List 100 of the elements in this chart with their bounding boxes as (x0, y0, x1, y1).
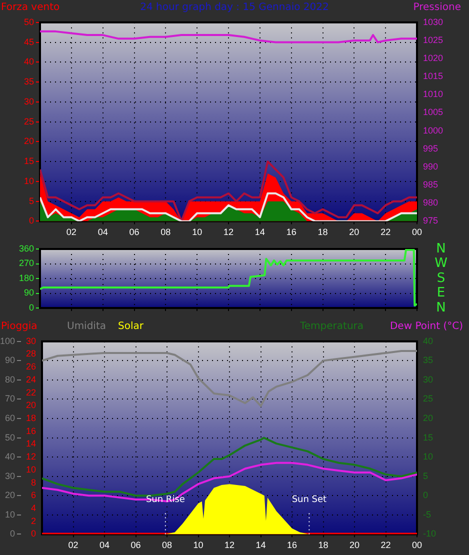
x-tick-label: 06 (130, 540, 141, 550)
x-tick-label: 08 (160, 227, 171, 238)
y-tick-label: 25 (24, 116, 34, 126)
y2-tick-label: 1005 (423, 107, 444, 118)
x-tick-label: 12 (224, 540, 235, 550)
y-tick-label: 0 (28, 216, 34, 226)
x-tick-label: 22 (380, 540, 391, 550)
y-tick-label: 45 (24, 36, 34, 47)
y2-tick-label: 980 (423, 198, 438, 208)
y2-tick-label: 975 (423, 216, 438, 226)
text: Umidita (67, 320, 106, 334)
text: N (436, 300, 446, 316)
x-tick-label: 06 (129, 227, 140, 238)
y2-tick-label: 1025 (423, 34, 444, 45)
x-tick-label: 00 (412, 227, 422, 238)
x-tick-label: 02 (68, 540, 78, 550)
y3-tick-label: 22 (26, 387, 36, 398)
y-tick-label: 90 (24, 288, 34, 298)
y2-tick-label: 1010 (423, 89, 444, 100)
y-tick-label: 35 (24, 76, 34, 87)
y-tick-label: 270 (18, 258, 34, 268)
y2-tick-label: 30 (423, 374, 434, 384)
y-tick-label: 100 (0, 336, 15, 346)
y3-tick-label: 28 (26, 348, 36, 359)
y2-tick-label: 20 (423, 413, 434, 424)
y-tick-label: 20 (24, 136, 34, 146)
x-tick-label: 10 (192, 227, 202, 238)
y-tick-label: 50 (24, 16, 34, 27)
y2-tick-label: 5 (423, 470, 428, 481)
y2-tick-label: 1030 (423, 16, 444, 27)
y-tick-label: 50 (4, 432, 15, 442)
y2-axis-title: Pressione (413, 1, 461, 15)
x-tick-label: 14 (254, 227, 265, 238)
text: S (436, 270, 446, 286)
text: N (436, 241, 446, 256)
y3-tick-label: 18 (26, 413, 36, 424)
y-tick-label: 80 (4, 374, 15, 384)
x-tick-label: 18 (318, 540, 328, 550)
x-tick-label: 16 (286, 540, 298, 550)
chart-title: 24 hour graph day : 15 Gennaio 2022 (140, 1, 329, 15)
y-tick-label: 20 (4, 490, 15, 500)
y-tick-label: 10 (4, 509, 15, 520)
x-tick-label: 10 (193, 540, 204, 550)
x-tick-label: 04 (98, 227, 108, 238)
text: Solar (118, 320, 144, 334)
y2-tick-label: 15 (423, 432, 434, 442)
x-tick-label: 22 (380, 227, 391, 238)
text: E (436, 286, 446, 301)
y-tick-label: 15 (24, 156, 34, 166)
y2-tick-label: 10 (423, 452, 434, 462)
text: W (434, 256, 448, 272)
y3-tick-label: 26 (26, 362, 36, 372)
y2-tick-label: 990 (423, 161, 438, 172)
y2-tick-label: 25 (423, 394, 434, 404)
x-tick-label: 20 (349, 227, 360, 238)
x-tick-label: 12 (223, 227, 234, 238)
y-tick-label: 40 (4, 452, 15, 462)
text: Dew Point (°C) (390, 320, 463, 334)
ref-line-label: Sun Set (292, 495, 328, 506)
y-tick-label: 5 (28, 196, 34, 206)
y-tick-label: 30 (4, 470, 15, 481)
y2-tick-label: 1015 (423, 71, 444, 82)
y2-tick-label: 985 (423, 180, 438, 190)
x-tick-label: 20 (349, 540, 360, 550)
y2-tick-label: -5 (423, 509, 432, 520)
y-tick-label: 70 (4, 394, 15, 404)
y3-tick-label: 6 (30, 490, 36, 500)
y3-tick-label: 8 (30, 477, 36, 488)
y-tick-label: 0 (10, 528, 15, 539)
y-tick-label: 60 (4, 413, 15, 424)
y-tick-label: 0 (28, 302, 34, 312)
x-tick-label: 16 (286, 227, 296, 238)
y3-tick-label: 4 (30, 502, 36, 513)
y3-tick-label: 14 (26, 438, 36, 449)
x-tick-label: 00 (412, 540, 422, 550)
y-tick-label: 90 (4, 355, 15, 366)
y2-tick-label: 35 (423, 355, 434, 366)
y-tick-label: 180 (18, 272, 34, 283)
y2-tick-label: 40 (423, 336, 434, 346)
y-tick-label: 40 (24, 56, 34, 67)
y3-tick-label: 12 (26, 452, 36, 462)
text: Temperatura (300, 320, 364, 334)
x-tick-label: 08 (162, 540, 172, 550)
y2-tick-label: -10 (423, 528, 436, 539)
y3-tick-label: 16 (26, 426, 36, 436)
y2-tick-label: 0 (423, 490, 428, 500)
x-tick-label: 14 (256, 540, 266, 550)
y-tick-label: 30 (24, 96, 34, 106)
y-tick-label: 360 (18, 243, 34, 254)
x-tick-label: 04 (99, 540, 110, 550)
y-tick-label: 10 (24, 176, 34, 186)
y3-tick-label: 2 (30, 516, 36, 526)
y3-tick-label: 24 (26, 374, 36, 384)
x-tick-label: 18 (318, 227, 328, 238)
y2-tick-label: 1000 (423, 125, 444, 136)
y2-tick-label: 995 (423, 143, 438, 154)
y2-tick-label: 1020 (423, 53, 444, 64)
text: Pioggia (1, 320, 38, 334)
y-axis-title: Forza vento (1, 1, 60, 15)
x-tick-label: 02 (66, 227, 76, 238)
